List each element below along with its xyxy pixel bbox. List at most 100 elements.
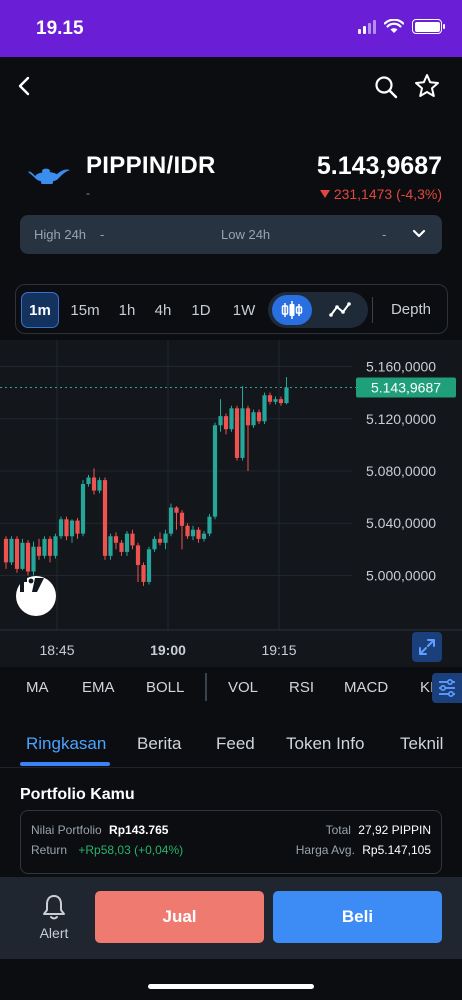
candle-body	[207, 516, 212, 534]
portfolio-return-row: Return +Rp58,03 (+0,04%)	[31, 843, 183, 857]
alert-label: Alert	[39, 925, 69, 941]
avg-price-value: Rp5.147,105	[362, 843, 431, 857]
candle-body	[119, 542, 124, 552]
content-tabs: Ringkasan Berita Feed Token Info Teknil	[0, 720, 462, 768]
pair-subtitle: -	[86, 186, 90, 200]
indicator-boll[interactable]: BOLL	[146, 679, 185, 696]
low-24h-label: Low 24h	[221, 227, 271, 242]
candle-body	[229, 408, 234, 430]
candle-body	[168, 507, 174, 534]
portfolio-value-row: Nilai Portfolio Rp143.765	[31, 823, 168, 837]
candle-body	[80, 484, 86, 534]
timeframe-15m[interactable]: 15m	[70, 301, 100, 319]
candle-body	[240, 408, 245, 458]
candlestick-chart[interactable]: 5.160,0000 5.120,0000 5.080,0000 5.040,0000…	[0, 340, 462, 667]
y-tick-label: 5.000,0000	[366, 567, 436, 583]
timeframe-1m[interactable]: 1m	[21, 292, 59, 328]
candle-body	[3, 538, 9, 563]
tradingview-logo[interactable]	[16, 576, 56, 616]
indicator-vol[interactable]: VOL	[228, 679, 259, 696]
indicator-macd[interactable]: MACD	[344, 679, 389, 696]
candle-body	[152, 538, 157, 550]
timeframe-1h[interactable]: 1h	[118, 301, 136, 319]
return-value: +Rp58,03 (+0,04%)	[78, 843, 184, 857]
x-tick-label: 19:15	[261, 642, 296, 658]
candle-body	[64, 519, 69, 537]
depth-button[interactable]: Depth	[390, 301, 431, 318]
line-chart-button[interactable]	[320, 295, 360, 325]
indicator-ema[interactable]: EMA	[82, 679, 115, 696]
candle-body	[14, 538, 20, 569]
pair-name: PIPPIN/IDR	[86, 152, 216, 179]
candle-body	[69, 520, 75, 537]
candle-body	[190, 529, 196, 537]
total-label: Total	[325, 823, 351, 837]
fullscreen-button[interactable]	[412, 632, 442, 662]
candle-body	[157, 538, 163, 543]
indicator-ma[interactable]: MA	[26, 679, 49, 696]
indicator-settings-button[interactable]	[432, 673, 462, 703]
candle-body	[256, 412, 262, 422]
tradingview-icon	[16, 578, 44, 592]
tab-teknikal[interactable]: Teknil	[400, 734, 444, 753]
current-price-tag	[356, 377, 456, 398]
candlestick-chart-button[interactable]	[272, 295, 312, 325]
return-label: Return	[31, 843, 68, 857]
bell-icon	[43, 895, 65, 920]
alert-button[interactable]: Alert	[24, 893, 84, 941]
chart-type-toggle	[268, 292, 368, 328]
high-low-panel[interactable]: High 24h - Low 24h -	[20, 215, 442, 254]
candle-body	[267, 395, 273, 402]
timeframe-4h[interactable]: 4h	[154, 301, 172, 319]
candle-body	[223, 416, 229, 430]
candle-body	[218, 416, 223, 426]
home-indicator	[148, 984, 314, 989]
candle-body	[179, 512, 185, 526]
tab-feed[interactable]: Feed	[216, 734, 255, 753]
candle-body	[58, 519, 64, 537]
sell-button[interactable]: Jual	[95, 891, 264, 943]
battery-icon	[412, 19, 445, 34]
status-bar: 19.15	[0, 0, 462, 57]
low-24h-value: -	[382, 227, 387, 242]
candle-body	[20, 542, 25, 569]
candle-body	[251, 412, 256, 426]
candle-body	[262, 395, 267, 422]
candle-body	[31, 546, 36, 572]
down-triangle-icon	[319, 190, 330, 198]
indicator-kdj[interactable]: KI	[420, 679, 435, 696]
back-arrow-icon[interactable]	[14, 75, 36, 97]
high-24h-value: -	[100, 227, 105, 242]
candle-body	[36, 546, 42, 556]
price-chart[interactable]: 5.160,0000 5.120,0000 5.080,0000 5.040,0000…	[0, 340, 462, 667]
genie-lamp-logo-icon	[28, 168, 70, 184]
candle-body	[75, 520, 80, 534]
tab-token-info[interactable]: Token Info	[286, 734, 365, 753]
candle-body	[97, 480, 102, 491]
tab-ringkasan[interactable]: Ringkasan	[26, 734, 107, 753]
timeframe-1w[interactable]: 1W	[232, 301, 256, 319]
tab-berita[interactable]: Berita	[137, 734, 182, 753]
candle-body	[9, 538, 14, 563]
current-price: 5.143,9687	[316, 152, 442, 180]
candle-body	[141, 564, 146, 582]
sliders-icon	[439, 679, 455, 697]
candle-body	[86, 477, 91, 485]
indicator-rsi[interactable]: RSI	[289, 679, 315, 696]
candle-body	[212, 425, 218, 517]
current-price-label: 5.143,9687	[371, 379, 441, 395]
total-value: 27,92 PIPPIN	[358, 823, 431, 837]
y-tick-label: 5.080,0000	[366, 463, 436, 479]
star-favorite-icon[interactable]	[414, 73, 440, 99]
timeframe-selector: 1m 15m 1h 4h 1D 1W Depth	[15, 284, 448, 334]
buy-button[interactable]: Beli	[273, 891, 442, 943]
timeframe-separator	[372, 297, 373, 323]
chevron-down-icon[interactable]	[412, 228, 426, 240]
candle-body	[146, 549, 152, 582]
timeframe-1d[interactable]: 1D	[191, 301, 211, 319]
wifi-icon	[384, 19, 404, 33]
search-icon[interactable]	[374, 75, 398, 99]
avg-price-label: Harga Avg.	[295, 843, 355, 857]
portfolio-value-label: Nilai Portfolio	[31, 823, 102, 837]
candle-body	[91, 477, 97, 491]
